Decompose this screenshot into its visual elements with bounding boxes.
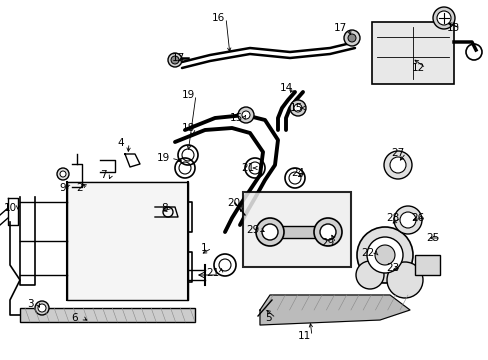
Text: 4: 4 <box>118 138 124 148</box>
Circle shape <box>374 245 394 265</box>
Bar <box>243 192 350 267</box>
Circle shape <box>256 218 284 246</box>
Circle shape <box>366 237 402 273</box>
Circle shape <box>393 206 421 234</box>
Text: 22: 22 <box>361 248 374 258</box>
Text: 2: 2 <box>77 183 83 193</box>
Circle shape <box>319 224 335 240</box>
Circle shape <box>313 218 341 246</box>
Bar <box>20 308 195 322</box>
Text: 5: 5 <box>264 313 271 323</box>
Text: 27: 27 <box>390 148 404 158</box>
Circle shape <box>347 34 355 42</box>
Circle shape <box>436 11 450 25</box>
Bar <box>371 22 453 84</box>
Circle shape <box>432 7 454 29</box>
Text: 20: 20 <box>227 198 240 208</box>
Circle shape <box>242 111 249 119</box>
Text: 21: 21 <box>241 163 254 173</box>
Circle shape <box>293 104 302 112</box>
Text: 8: 8 <box>162 203 168 213</box>
Text: 25: 25 <box>426 233 439 243</box>
Text: 14: 14 <box>279 83 292 93</box>
Text: 1: 1 <box>200 243 207 253</box>
Text: 24: 24 <box>291 168 304 178</box>
Text: 28: 28 <box>386 213 399 223</box>
Circle shape <box>168 53 182 67</box>
Circle shape <box>35 301 49 315</box>
Text: 15: 15 <box>289 103 302 113</box>
Bar <box>67 182 187 300</box>
Bar <box>269 226 327 238</box>
Circle shape <box>38 304 46 312</box>
Text: 17: 17 <box>171 53 184 63</box>
Text: 13: 13 <box>446 23 459 33</box>
Text: 17: 17 <box>333 23 346 33</box>
Circle shape <box>356 227 412 283</box>
Text: 29: 29 <box>321 238 334 248</box>
Polygon shape <box>260 295 409 325</box>
Text: 19: 19 <box>156 153 169 163</box>
Circle shape <box>399 212 415 228</box>
Text: 26: 26 <box>410 213 424 223</box>
Text: 10: 10 <box>3 203 17 213</box>
Text: 11: 11 <box>297 331 310 341</box>
Text: 21: 21 <box>206 268 219 278</box>
Circle shape <box>383 151 411 179</box>
Text: 18: 18 <box>181 123 194 133</box>
Bar <box>414 255 439 275</box>
Circle shape <box>386 262 422 298</box>
Circle shape <box>57 168 69 180</box>
Circle shape <box>389 157 405 173</box>
Circle shape <box>171 56 179 64</box>
Circle shape <box>289 100 305 116</box>
Text: 6: 6 <box>72 313 78 323</box>
Text: 15: 15 <box>229 113 242 123</box>
Text: 23: 23 <box>386 263 399 273</box>
Circle shape <box>60 171 66 177</box>
Circle shape <box>343 30 359 46</box>
Text: 29: 29 <box>246 225 259 235</box>
Circle shape <box>262 224 278 240</box>
Circle shape <box>355 261 383 289</box>
Text: 19: 19 <box>181 90 194 100</box>
Text: 16: 16 <box>211 13 224 23</box>
Text: 9: 9 <box>60 183 66 193</box>
Circle shape <box>238 107 253 123</box>
Text: 7: 7 <box>100 170 106 180</box>
Text: 3: 3 <box>27 299 33 309</box>
Text: 12: 12 <box>410 63 424 73</box>
